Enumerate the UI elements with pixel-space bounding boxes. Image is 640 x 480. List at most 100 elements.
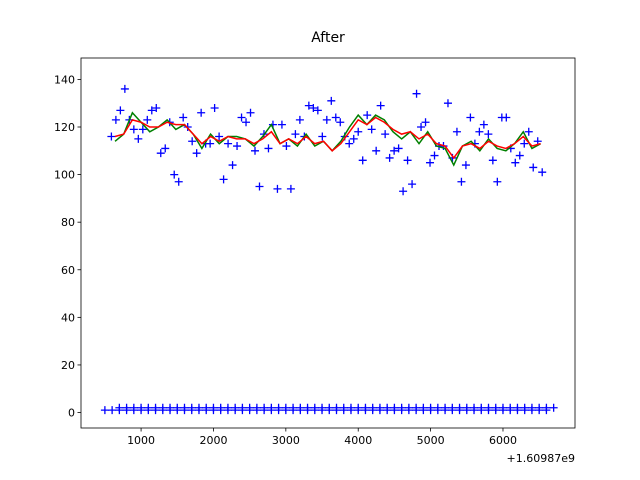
point	[238, 403, 247, 412]
point	[475, 127, 484, 136]
point	[158, 403, 167, 412]
point	[233, 142, 242, 151]
point	[358, 156, 367, 165]
plot-frame	[80, 57, 576, 429]
point	[484, 130, 493, 139]
point	[375, 403, 384, 412]
point	[417, 123, 426, 132]
point	[129, 125, 138, 134]
point	[115, 403, 124, 412]
point	[520, 403, 529, 412]
point	[318, 403, 327, 412]
chart-title: After	[311, 30, 345, 46]
x-tick-label: 5000	[417, 434, 445, 447]
point	[147, 106, 156, 115]
point	[493, 177, 502, 186]
point	[408, 180, 417, 189]
point	[296, 403, 305, 412]
point	[273, 184, 282, 193]
point	[245, 403, 254, 412]
point	[538, 168, 547, 177]
point	[111, 115, 120, 124]
point	[144, 403, 153, 412]
point	[108, 406, 117, 415]
point	[251, 146, 260, 155]
point	[527, 403, 536, 412]
point	[252, 403, 261, 412]
point	[267, 403, 276, 412]
point	[542, 403, 551, 412]
y-tick-label: 80	[61, 216, 75, 229]
point	[462, 403, 471, 412]
point	[535, 403, 544, 412]
point	[138, 125, 147, 134]
point	[354, 403, 363, 412]
point	[372, 146, 381, 155]
point	[255, 182, 264, 191]
point	[281, 403, 290, 412]
point	[368, 403, 377, 412]
y-tick-label: 60	[61, 264, 75, 277]
point	[498, 403, 507, 412]
point	[260, 403, 269, 412]
line	[114, 116, 541, 160]
point	[322, 115, 331, 124]
point	[179, 113, 188, 122]
x-tick-label: 1000	[127, 434, 155, 447]
point	[381, 130, 390, 139]
point	[452, 127, 461, 136]
point	[455, 403, 464, 412]
point	[303, 403, 312, 412]
point	[484, 403, 493, 412]
point	[376, 101, 385, 110]
point	[443, 99, 452, 108]
point	[412, 403, 421, 412]
x-tick-label: 2000	[199, 434, 227, 447]
point	[313, 106, 322, 115]
point	[194, 403, 203, 412]
point	[192, 149, 201, 158]
point	[430, 151, 439, 160]
point	[166, 403, 175, 412]
point	[426, 158, 435, 167]
point	[210, 103, 219, 112]
point	[412, 89, 421, 98]
point	[394, 144, 403, 153]
point	[325, 403, 334, 412]
point	[349, 134, 358, 143]
point	[477, 403, 486, 412]
point	[152, 103, 161, 112]
point	[129, 403, 138, 412]
point	[403, 156, 412, 165]
point	[426, 403, 435, 412]
point	[332, 403, 341, 412]
point	[282, 142, 291, 151]
point	[515, 151, 524, 160]
point	[327, 96, 336, 105]
point	[524, 127, 533, 136]
point	[173, 403, 182, 412]
point	[161, 144, 170, 153]
point	[397, 403, 406, 412]
point	[209, 403, 218, 412]
point	[295, 115, 304, 124]
point	[529, 163, 538, 172]
point	[170, 170, 179, 179]
point	[345, 139, 354, 148]
x-tick-label: 3000	[272, 434, 300, 447]
point	[264, 144, 273, 153]
point	[137, 403, 146, 412]
point	[404, 403, 413, 412]
point	[520, 139, 529, 148]
point	[470, 403, 479, 412]
point	[224, 139, 233, 148]
point	[390, 146, 399, 155]
point	[549, 403, 558, 412]
point	[180, 403, 189, 412]
point	[206, 139, 215, 148]
point	[174, 177, 183, 186]
point	[466, 113, 475, 122]
point	[318, 132, 327, 141]
point	[156, 149, 165, 158]
point	[448, 403, 457, 412]
